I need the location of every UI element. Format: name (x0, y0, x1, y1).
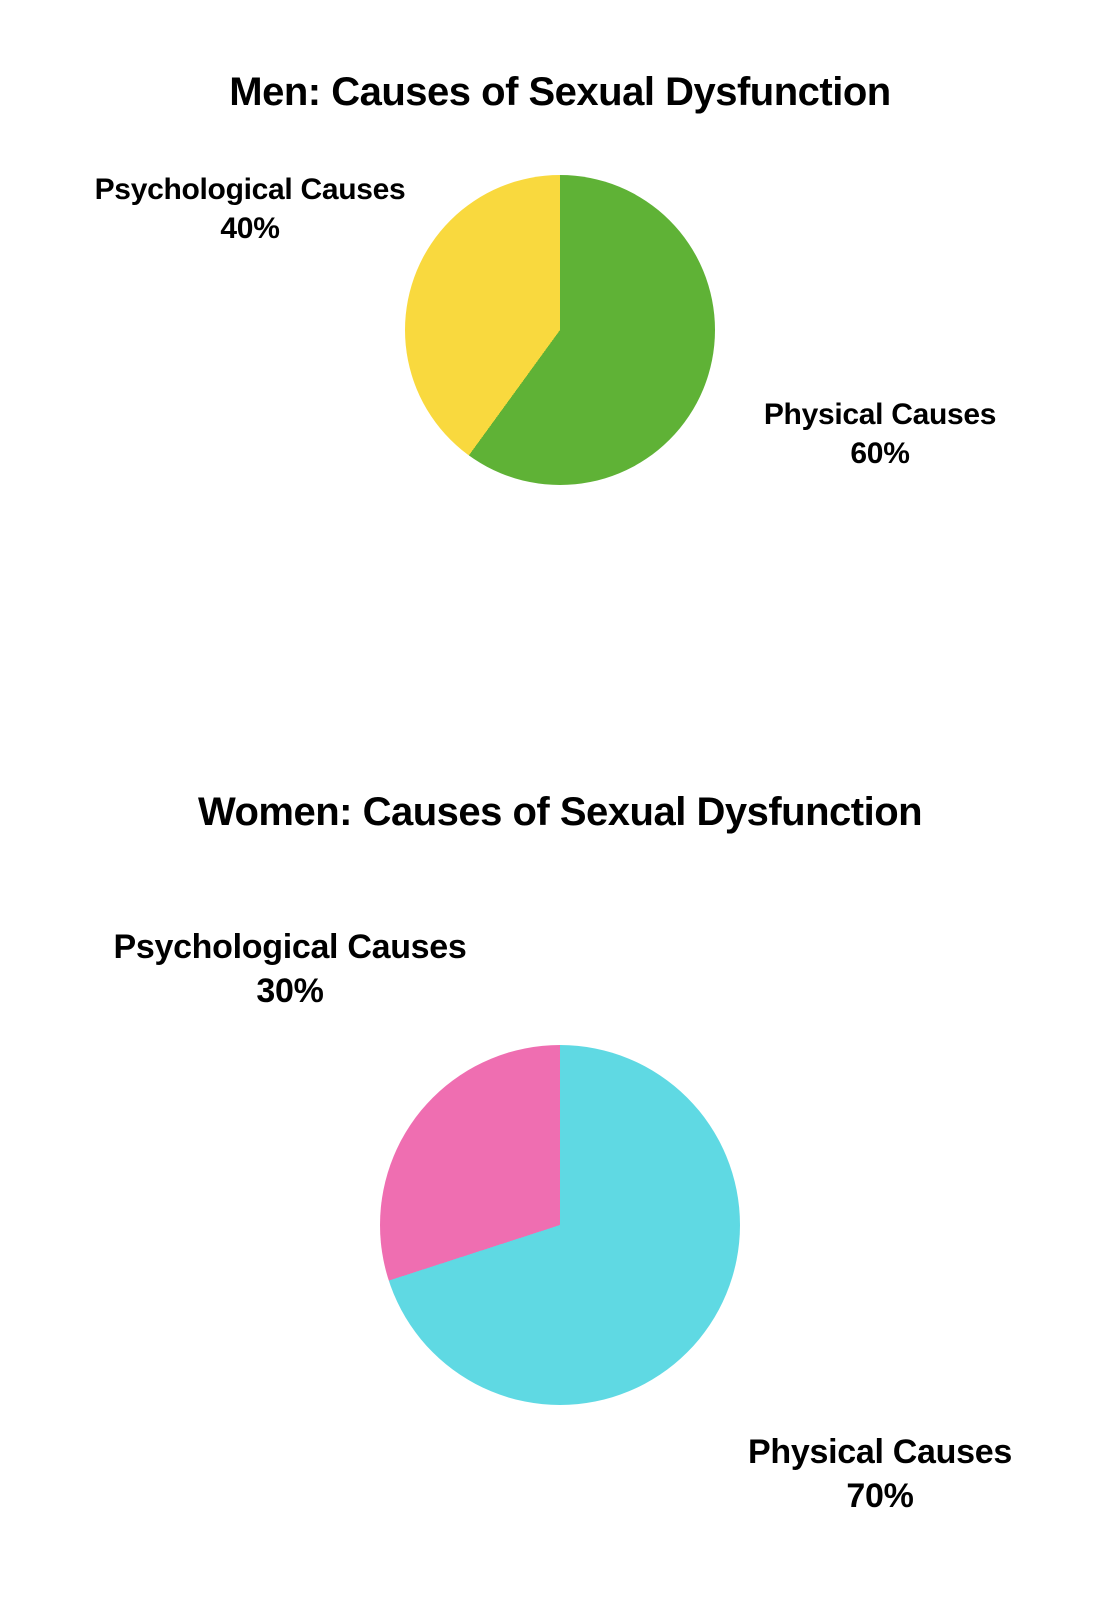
women-pie (380, 1045, 740, 1405)
men-label-physical-pct: 60% (850, 437, 909, 470)
women-label-psychological-text: Psychological Causes (113, 928, 466, 966)
men-label-physical: Physical Causes 60% (740, 395, 1020, 473)
men-pie-wrap (405, 175, 715, 485)
women-chart-title: Women: Causes of Sexual Dysfunction (0, 790, 1120, 835)
men-label-physical-text: Physical Causes (764, 398, 996, 431)
women-label-physical: Physical Causes 70% (720, 1430, 1040, 1518)
men-label-psychological-pct: 40% (220, 212, 279, 245)
men-pie (405, 175, 715, 485)
women-label-physical-pct: 70% (846, 1477, 913, 1515)
women-pie-wrap (380, 1045, 740, 1405)
women-label-psychological-pct: 30% (256, 972, 323, 1010)
men-chart-title: Men: Causes of Sexual Dysfunction (0, 70, 1120, 115)
women-label-psychological: Psychological Causes 30% (80, 925, 500, 1013)
women-label-physical-text: Physical Causes (748, 1433, 1012, 1471)
men-label-psychological-text: Psychological Causes (95, 173, 406, 206)
men-label-psychological: Psychological Causes 40% (70, 170, 430, 248)
